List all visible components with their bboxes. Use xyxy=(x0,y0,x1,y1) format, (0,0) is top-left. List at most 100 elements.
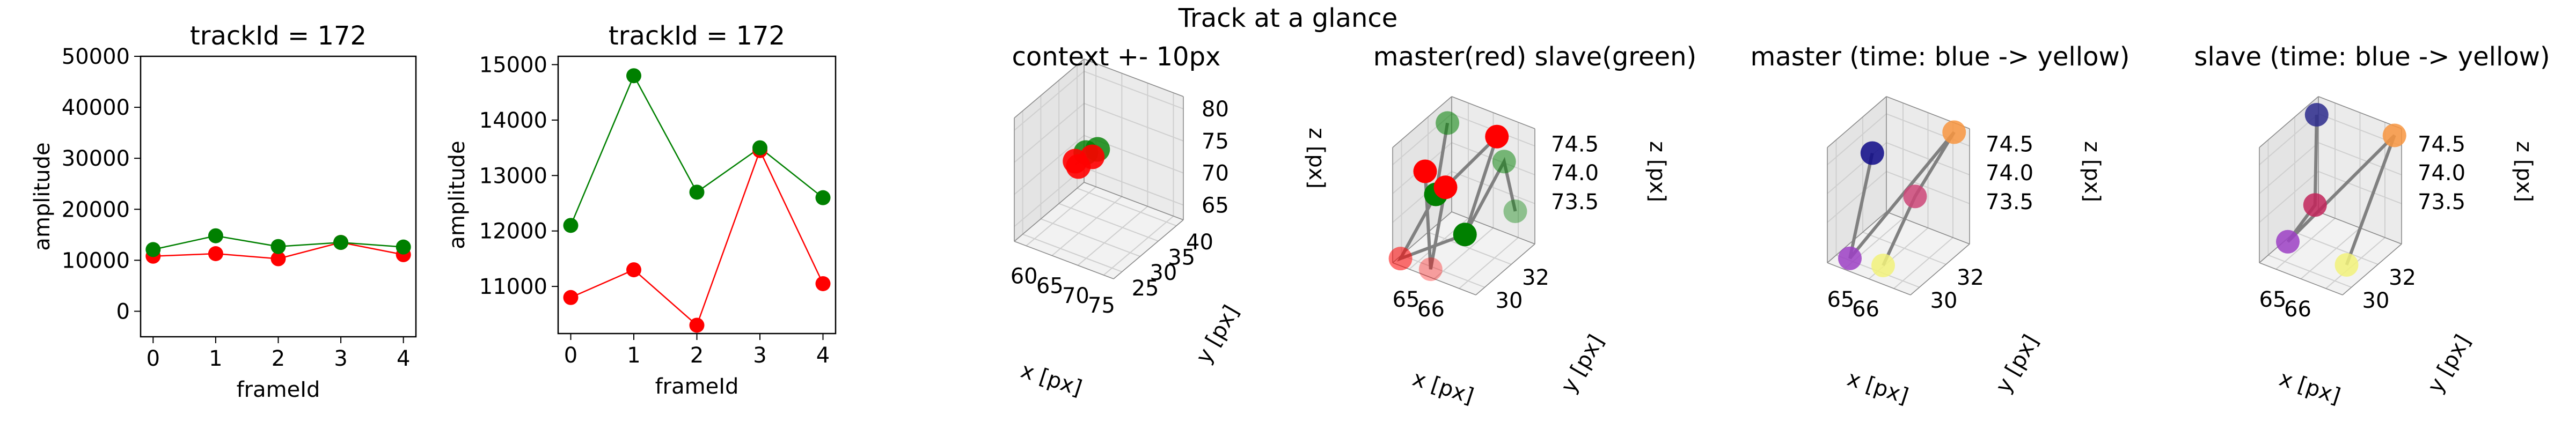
z-tick-label: 70 xyxy=(1202,161,1229,186)
amplitude-plot-full: trackId = 172 0 1 2 3 4 0 10000 20000 30000 40000 5… xyxy=(30,21,417,402)
data-point-master xyxy=(815,276,831,291)
grid-line xyxy=(1827,113,1887,166)
data-point-slave xyxy=(626,68,641,84)
y-tick-label: 13000 xyxy=(479,164,547,188)
pane-edge xyxy=(1475,243,1535,295)
z-tick-label: 74.5 xyxy=(1986,132,2033,157)
z-tick-label: 74.0 xyxy=(1551,161,1599,186)
data-point xyxy=(2304,103,2329,127)
grid-line xyxy=(2259,142,2319,194)
y-tick-label: 32 xyxy=(1522,265,1549,290)
y-tick-label: 30 xyxy=(2362,289,2390,313)
data-point-slave xyxy=(270,239,286,254)
y-tick-label: 20000 xyxy=(62,197,130,222)
grid-line xyxy=(1459,237,1519,289)
z-tick-label: 74.0 xyxy=(1986,161,2033,186)
x-tick-label: 65 xyxy=(1827,287,1855,312)
z-tick-label: 73.5 xyxy=(2418,190,2465,214)
data-point xyxy=(1492,150,1516,174)
grid-line xyxy=(1433,227,1494,279)
x-tick-label: 4 xyxy=(816,343,830,368)
axis-pane xyxy=(1014,59,1084,241)
pane-edge xyxy=(2342,243,2402,295)
pane-edge xyxy=(2318,96,2402,129)
x-tick-label: 4 xyxy=(397,346,410,371)
y-axis-label: y [px] xyxy=(1991,330,2044,397)
data-point xyxy=(1485,124,1509,149)
data-point xyxy=(1838,246,1862,270)
x-tick-label: 65 xyxy=(2259,287,2287,312)
chart-title: master (time: blue -> yellow) xyxy=(1751,42,2130,72)
x-tick-label: 2 xyxy=(272,346,285,371)
pane-edge xyxy=(1451,211,1535,245)
data-point xyxy=(1453,223,1477,247)
x-axis-label: x [px] xyxy=(2276,366,2343,409)
data-point xyxy=(2334,253,2359,277)
y-tick-label: 15000 xyxy=(479,53,547,78)
data-point xyxy=(1413,159,1437,183)
grid-line xyxy=(1041,218,1140,257)
axis-pane xyxy=(1014,182,1183,279)
x-tick-label: 65 xyxy=(1393,287,1420,312)
z-axis-label: z [px] xyxy=(1645,141,1670,202)
pane-edge xyxy=(1451,96,1535,129)
z-tick-label: 80 xyxy=(1202,97,1229,122)
y-axis-label: y [px] xyxy=(1191,301,1244,367)
chart-title: trackId = 172 xyxy=(609,21,785,51)
z-tick-label: 65 xyxy=(1202,193,1229,218)
grid-line xyxy=(1026,186,1096,247)
x-axis-label: x [px] xyxy=(1018,358,1085,401)
pane-edge xyxy=(1014,182,1085,242)
plot-frame xyxy=(140,55,417,338)
grid-line xyxy=(2268,254,2352,288)
grid-line xyxy=(2294,232,2379,265)
pane-edge xyxy=(1886,211,1970,245)
grid-line xyxy=(1014,135,1085,195)
x-tick-label: 66 xyxy=(1417,297,1445,322)
x-axis-label: x [px] xyxy=(1844,366,1911,409)
data-point-slave xyxy=(815,190,831,205)
y-tick-label: 32 xyxy=(2389,265,2416,290)
pane-edge xyxy=(1827,262,1911,295)
data-point xyxy=(2382,123,2406,147)
x-tick-label: 0 xyxy=(564,343,577,368)
data-point-slave xyxy=(563,218,579,233)
figure-title: Track at a glance xyxy=(1178,3,1398,33)
z-tick-label: 75 xyxy=(1202,129,1229,154)
data-point-master xyxy=(270,251,286,267)
y-tick-label: 14000 xyxy=(479,108,547,133)
data-point-master xyxy=(626,262,641,278)
z-tick-label: 73.5 xyxy=(1551,190,1599,214)
y-tick-label: 32 xyxy=(1957,265,1984,290)
data-point xyxy=(1503,199,1527,223)
pane-edge xyxy=(1084,58,1184,97)
grid-line xyxy=(1058,203,1159,242)
x-tick-label: 65 xyxy=(1036,274,1064,299)
pane-edge xyxy=(1910,243,1970,295)
z-axis-label: z [px] xyxy=(2512,141,2536,202)
y-tick-label: 10000 xyxy=(62,248,130,273)
data-point xyxy=(1903,184,1927,209)
grid-line xyxy=(1893,237,1953,289)
x-tick-label: 75 xyxy=(1088,293,1115,318)
z-tick-label: 73.5 xyxy=(1986,190,2033,214)
grid-line xyxy=(1022,233,1122,272)
y-tick-label: 30 xyxy=(1150,261,1177,285)
x-tick-label: 70 xyxy=(1062,284,1089,308)
x-tick-label: 66 xyxy=(1852,297,1879,322)
data-point xyxy=(1871,254,1895,277)
pane-edge xyxy=(1014,58,1085,119)
data-point xyxy=(1433,175,1458,199)
data-point-master xyxy=(689,317,705,333)
y-axis-label: y [px] xyxy=(1556,330,1609,397)
data-point-slave xyxy=(333,235,349,250)
y-tick-label: 40000 xyxy=(62,95,130,120)
chart-title: trackId = 172 xyxy=(190,21,367,51)
amplitude-plot-zoom: trackId = 172 0 1 2 3 4 11000 12000 13000 14000 15… xyxy=(445,21,837,399)
x-tick-label: 60 xyxy=(1011,264,1038,289)
data-point-master xyxy=(563,290,579,305)
chart-title: context +- 10px xyxy=(1012,42,1221,72)
x-tick-label: 3 xyxy=(334,346,347,371)
